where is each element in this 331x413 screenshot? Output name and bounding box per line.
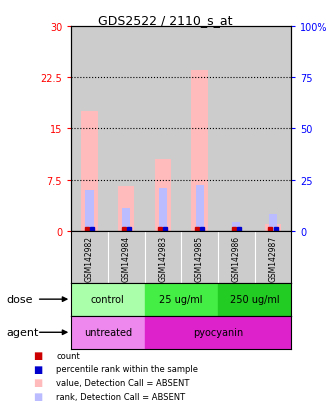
- Bar: [122, 209, 130, 231]
- Text: GSM142986: GSM142986: [232, 235, 241, 281]
- Bar: [71, 27, 108, 231]
- Text: GSM142983: GSM142983: [158, 235, 167, 281]
- Bar: [232, 222, 240, 231]
- Text: agent: agent: [7, 328, 39, 337]
- Text: ■: ■: [33, 391, 42, 401]
- Bar: [108, 27, 145, 231]
- Bar: [155, 160, 171, 231]
- Text: 25 ug/ml: 25 ug/ml: [160, 294, 203, 304]
- Bar: [145, 283, 218, 316]
- Text: rank, Detection Call = ABSENT: rank, Detection Call = ABSENT: [56, 392, 185, 401]
- Bar: [191, 71, 208, 231]
- Bar: [265, 225, 281, 231]
- Text: control: control: [91, 294, 125, 304]
- Text: GDS2522 / 2110_s_at: GDS2522 / 2110_s_at: [98, 14, 233, 27]
- Bar: [181, 27, 218, 231]
- Text: percentile rank within the sample: percentile rank within the sample: [56, 364, 198, 373]
- Text: GSM142982: GSM142982: [85, 235, 94, 281]
- Bar: [159, 188, 167, 231]
- Bar: [118, 187, 134, 231]
- Bar: [196, 185, 204, 231]
- Text: dose: dose: [7, 294, 33, 304]
- Bar: [255, 27, 291, 231]
- Bar: [145, 316, 291, 349]
- Bar: [81, 112, 98, 231]
- Text: GSM142985: GSM142985: [195, 235, 204, 281]
- Bar: [71, 283, 145, 316]
- Text: ■: ■: [33, 350, 42, 360]
- Bar: [145, 27, 181, 231]
- Bar: [71, 316, 145, 349]
- Text: count: count: [56, 351, 80, 360]
- Text: GSM142984: GSM142984: [122, 235, 131, 281]
- Text: GSM142987: GSM142987: [268, 235, 277, 281]
- Bar: [85, 190, 94, 231]
- Bar: [218, 283, 291, 316]
- Text: untreated: untreated: [84, 328, 132, 337]
- Bar: [218, 27, 255, 231]
- Text: 250 ug/ml: 250 ug/ml: [230, 294, 279, 304]
- Bar: [269, 215, 277, 231]
- Text: value, Detection Call = ABSENT: value, Detection Call = ABSENT: [56, 378, 190, 387]
- Text: pyocyanin: pyocyanin: [193, 328, 243, 337]
- Text: ■: ■: [33, 364, 42, 374]
- Text: ■: ■: [33, 377, 42, 387]
